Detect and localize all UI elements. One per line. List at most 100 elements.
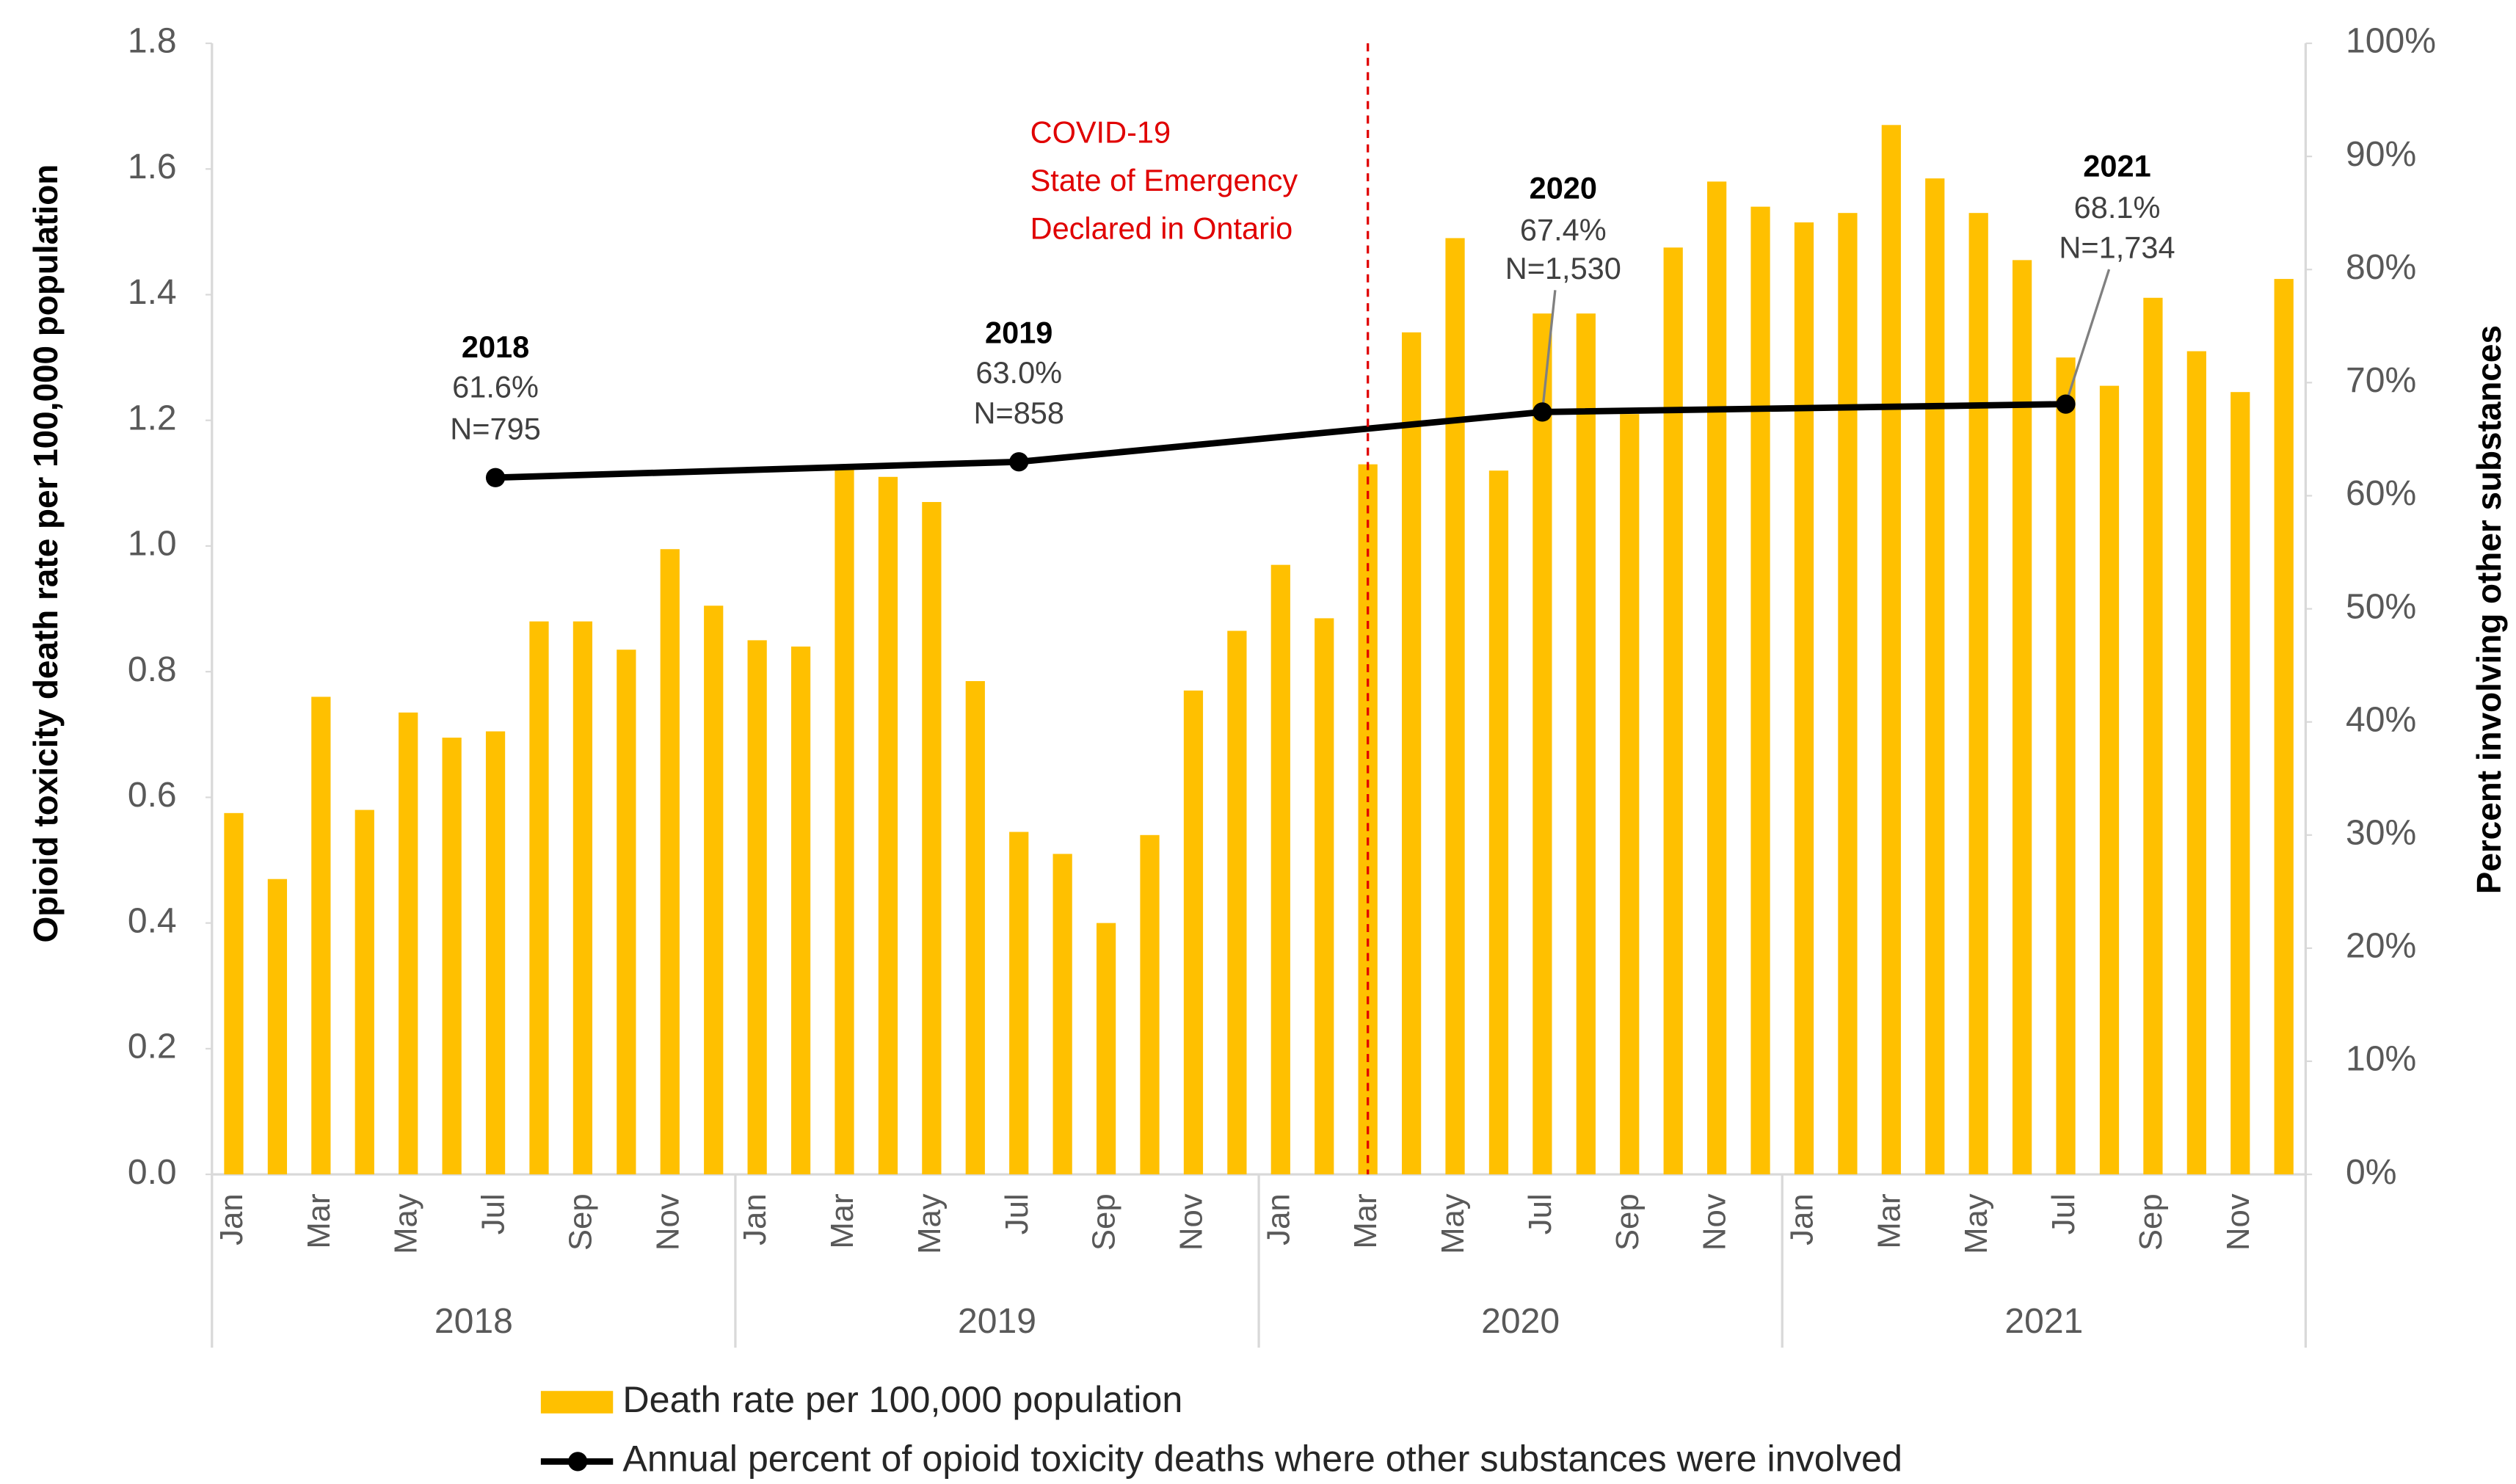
bar [965, 681, 985, 1175]
y2-tick-label: 90% [2346, 134, 2416, 174]
y2-tick-label: 80% [2346, 247, 2416, 287]
bar [1227, 630, 1247, 1175]
year-label: 2021 [2004, 1301, 2083, 1341]
bar [2099, 385, 2120, 1175]
bar [1663, 247, 1683, 1175]
x-tick-label: Nov [1173, 1193, 1209, 1251]
bar [1401, 332, 1422, 1175]
x-tick-label: Nov [650, 1193, 686, 1251]
point-n-label: N=795 [450, 411, 541, 445]
annotation-text: Declared in Ontario [1030, 211, 1293, 246]
bar [835, 464, 854, 1175]
y2-tick-label: 60% [2346, 473, 2416, 513]
y-tick-label: 1.8 [128, 21, 177, 61]
x-tick-label: Jul [999, 1193, 1035, 1234]
bar [2013, 260, 2032, 1175]
bar [1838, 213, 1858, 1175]
x-tick-label: Jan [1784, 1193, 1820, 1245]
x-tick-label: Jul [1522, 1193, 1558, 1234]
leader-line [1541, 290, 1557, 412]
bar [2143, 297, 2163, 1175]
y-tick-label: 1.0 [128, 524, 177, 564]
year-label: 2020 [1481, 1301, 1560, 1341]
bar [790, 646, 811, 1175]
bar [660, 549, 680, 1175]
point-year-label: 2021 [2083, 148, 2150, 183]
point-value-label: 67.4% [1520, 213, 1607, 247]
y2-axis-title: Percent involving other substances [2470, 325, 2508, 894]
bar [572, 621, 593, 1175]
legend-marker [568, 1452, 588, 1472]
point-n-label: N=1,530 [1505, 251, 1621, 285]
y2-tick-label: 10% [2346, 1039, 2416, 1079]
bar [1096, 923, 1116, 1175]
bar [1706, 181, 1727, 1175]
point-year-label: 2019 [985, 316, 1052, 350]
y2-tick-label: 20% [2346, 926, 2416, 966]
bar [485, 731, 506, 1175]
bar [355, 810, 374, 1175]
bar [747, 640, 767, 1175]
x-tick-label: Nov [1697, 1193, 1733, 1251]
bar [2056, 357, 2076, 1175]
x-tick-label: May [388, 1193, 424, 1254]
legend-label: Annual percent of opioid toxicity deaths… [622, 1438, 1902, 1480]
bar [617, 650, 636, 1175]
x-tick-label: Sep [562, 1193, 598, 1251]
y2-tick-label: 40% [2346, 699, 2416, 739]
x-tick-label: Nov [2220, 1193, 2256, 1251]
point-value-label: 68.1% [2074, 190, 2161, 225]
y2-tick-label: 100% [2346, 21, 2436, 61]
bar [1968, 213, 1988, 1175]
bar [1009, 832, 1029, 1175]
x-tick-label: Sep [1610, 1193, 1646, 1251]
bar [311, 696, 331, 1175]
x-tick-label: May [1958, 1193, 1994, 1254]
y-tick-label: 1.2 [128, 398, 177, 437]
bar [1183, 690, 1204, 1175]
x-tick-label: May [1435, 1193, 1471, 1254]
bar [1445, 238, 1465, 1175]
bar [1750, 206, 1770, 1175]
legend-label: Death rate per 100,000 population [622, 1378, 1182, 1420]
x-tick-label: Mar [824, 1193, 860, 1248]
bar [1052, 854, 1072, 1175]
x-tick-label: Jan [214, 1193, 250, 1245]
line-marker [1009, 452, 1029, 472]
x-tick-label: Jul [2046, 1193, 2081, 1234]
bar [442, 738, 462, 1175]
y-tick-label: 0.4 [128, 901, 177, 940]
x-tick-label: Mar [1871, 1193, 1907, 1248]
y-tick-label: 1.4 [128, 272, 177, 312]
bar [704, 605, 724, 1175]
bar [2230, 392, 2250, 1175]
bar [1532, 313, 1552, 1175]
bar [1270, 564, 1290, 1175]
annotation-text: COVID-19 [1030, 115, 1171, 150]
y2-tick-label: 0% [2346, 1152, 2397, 1192]
y2-tick-label: 30% [2346, 812, 2416, 852]
y-tick-label: 0.0 [128, 1152, 177, 1192]
line-marker [1532, 402, 1552, 422]
year-label: 2018 [435, 1301, 513, 1341]
y2-tick-label: 50% [2346, 586, 2416, 626]
y2-tick-label: 70% [2346, 360, 2416, 400]
x-tick-label: Mar [301, 1193, 337, 1248]
bar [2186, 351, 2206, 1175]
x-tick-label: Mar [1348, 1193, 1384, 1248]
bar [529, 621, 549, 1175]
x-tick-label: May [912, 1193, 948, 1254]
bar [878, 476, 898, 1175]
x-tick-label: Sep [1086, 1193, 1122, 1251]
bar [1140, 834, 1160, 1175]
bar [1488, 470, 1509, 1175]
line [495, 401, 2066, 481]
line-marker [485, 468, 506, 487]
x-tick-label: Jan [1260, 1193, 1296, 1245]
y-tick-label: 0.2 [128, 1027, 177, 1066]
bar [224, 812, 244, 1175]
point-n-label: N=858 [973, 396, 1064, 430]
line-marker [2056, 394, 2076, 414]
